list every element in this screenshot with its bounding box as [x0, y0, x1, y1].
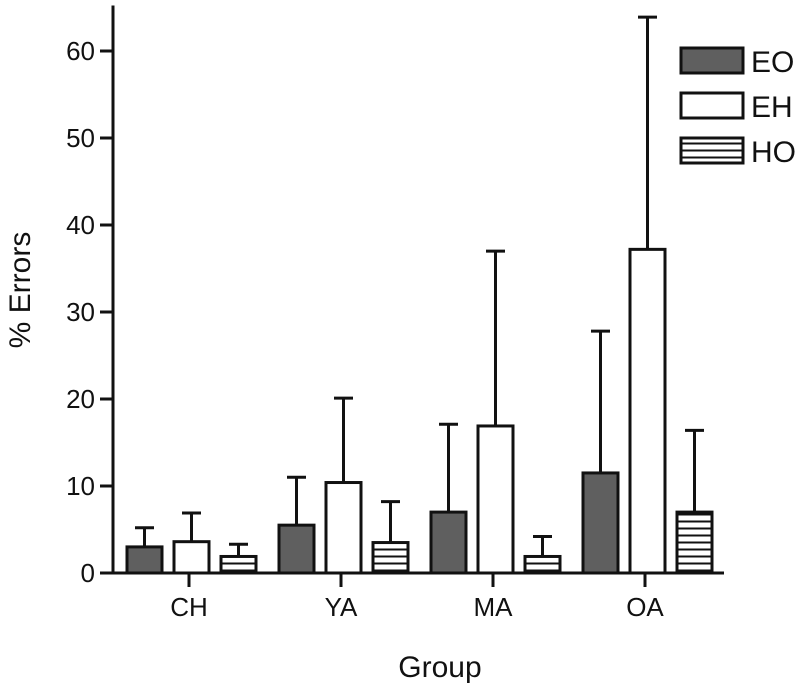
bar-ho-ma [523, 554, 562, 575]
legend-swatch-ho [679, 136, 745, 165]
x-axis-title: Group [398, 651, 481, 684]
x-tick-label-ch: CH [170, 592, 208, 622]
axes-layer: 0 10 20 30 40 50 60 CH YA MA OA [66, 5, 724, 622]
y-tick-label-30: 30 [66, 297, 95, 327]
y-tick-label-20: 20 [66, 384, 95, 414]
y-tick-label-60: 60 [66, 36, 95, 66]
legend-label-ho: HO [751, 136, 796, 169]
x-tick-label-oa: OA [626, 592, 664, 622]
bar-ho-ya [371, 541, 410, 575]
y-tick-label-40: 40 [66, 210, 95, 240]
bar-ho-ch [219, 554, 258, 575]
legend-swatch-eo [679, 46, 745, 75]
bar-eo-oa [581, 471, 620, 575]
legend-label-eo: EO [751, 46, 794, 79]
y-tick-label-0: 0 [81, 558, 95, 588]
y-tick-label-10: 10 [66, 471, 95, 501]
y-axis-title: % Errors [4, 232, 37, 349]
bar-eo-ma [429, 510, 468, 575]
bar-eh-oa [628, 247, 667, 575]
y-tick-label-50: 50 [66, 123, 95, 153]
legend-swatch-eh [679, 91, 745, 120]
x-tick-label-ya: YA [325, 592, 358, 622]
bar-eo-ch [125, 545, 164, 575]
bar-eh-ch [172, 540, 211, 575]
bar-eo-ya [277, 523, 316, 575]
bar-ho-oa [675, 510, 714, 575]
bar-eh-ma [476, 424, 515, 575]
x-tick-label-ma: MA [474, 592, 514, 622]
legend-label-eh: EH [751, 91, 793, 124]
bars-layer [125, 15, 714, 575]
bar-eh-ya [324, 481, 363, 575]
legend: EO EH HO [679, 46, 796, 169]
